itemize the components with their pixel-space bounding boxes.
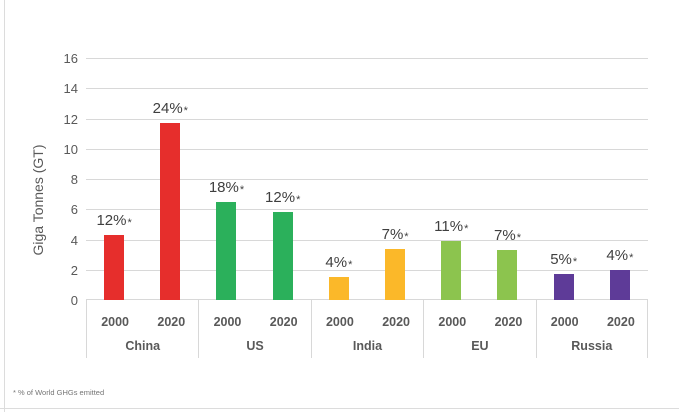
footnote-asterisk: *: [239, 184, 245, 196]
x-axis-group-china: 2000 2020 China: [86, 300, 198, 358]
bar-value-label-china-2000: 12%*: [96, 212, 132, 230]
slide-bottom-edge: [0, 408, 679, 409]
bar-group-eu: 11%* 7%*: [423, 58, 535, 300]
y-tick-label-10: 10: [63, 142, 78, 157]
footnote-asterisk: *: [296, 194, 301, 206]
x-axis-labels: 2000 2020 China 2000 2020 US 2000 2020 India 2000…: [86, 300, 648, 358]
x-axis-group-india: 2000 2020 India: [310, 300, 423, 358]
y-axis-ticks: 0 2 4 6 8 10 12 14 16: [0, 52, 78, 307]
country-label-russia: Russia: [571, 339, 613, 353]
footnote: * % of World GHGs emitted: [13, 388, 105, 397]
gridline-6: [86, 209, 648, 210]
year-label-russia-2020: 2020: [606, 315, 635, 329]
bar-value-label-china-2020: 24%*: [152, 100, 188, 118]
bar-value-label-us-2020: 12%*: [265, 189, 301, 207]
x-axis-group-eu: 2000 2020 EU: [423, 300, 535, 358]
y-tick-label-0: 0: [70, 293, 78, 308]
footnote-asterisk: *: [464, 223, 469, 235]
x-axis-group-russia: 2000 2020 Russia: [535, 300, 648, 358]
gridline-14: [86, 88, 648, 89]
y-tick-label-16: 16: [63, 51, 78, 66]
bar-value-label-russia-2000: 5%*: [550, 251, 578, 269]
year-label-us-2020: 2020: [269, 315, 298, 329]
bar-eu-2020: [497, 250, 518, 300]
gridline-16: [86, 58, 648, 59]
y-tick-label-2: 2: [70, 263, 78, 278]
footnote-asterisk: *: [516, 232, 521, 244]
bar-value-label-russia-2020: 4%*: [606, 247, 634, 265]
plot-area: 12%* 24%* 18%* 12%* 4%* 7%* 11%* 7%* 5%* 4%*: [86, 58, 648, 300]
country-label-eu: EU: [471, 339, 489, 353]
bar-group-india: 4%* 7%*: [311, 58, 423, 300]
y-tick-label-4: 4: [70, 233, 78, 248]
gridline-2: [86, 270, 648, 271]
bar-value-label-eu-2020: 7%*: [494, 227, 521, 245]
bar-value-label-india-2020: 7%*: [381, 226, 409, 244]
country-label-india: India: [352, 339, 383, 353]
year-label-india-2020: 2020: [382, 315, 410, 329]
y-tick-label-6: 6: [70, 202, 78, 217]
bar-value-label-india-2000: 4%*: [325, 254, 353, 272]
y-tick-label-14: 14: [63, 81, 78, 96]
gridline-0: [86, 299, 648, 300]
bar-russia-2000: [553, 274, 574, 300]
bar-group-us: 18%* 12%*: [198, 58, 310, 300]
gridline-8: [86, 179, 648, 180]
gridline-12: [86, 119, 648, 120]
footnote-asterisk: *: [127, 217, 132, 229]
year-label-russia-2000: 2000: [550, 315, 579, 329]
year-label-india-2000: 2000: [325, 315, 354, 329]
bar-eu-2000: [441, 241, 462, 300]
year-label-china-2000: 2000: [101, 315, 129, 329]
gridline-10: [86, 149, 648, 150]
footnote-asterisk: *: [404, 231, 409, 243]
country-label-us: US: [246, 339, 264, 353]
bar-russia-2020: [609, 270, 630, 300]
y-tick-label-12: 12: [63, 112, 78, 127]
year-label-us-2000: 2000: [213, 315, 242, 329]
footnote-asterisk: *: [572, 256, 578, 268]
country-label-china: China: [125, 339, 161, 353]
year-label-eu-2020: 2020: [494, 315, 523, 329]
year-label-china-2020: 2020: [157, 315, 186, 329]
year-label-eu-2000: 2000: [438, 315, 467, 329]
gridline-4: [86, 240, 648, 241]
x-axis-group-us: 2000 2020 US: [198, 300, 310, 358]
y-tick-label-8: 8: [70, 172, 78, 187]
bar-us-2000: [216, 202, 237, 300]
bar-value-label-us-2000: 18%*: [208, 179, 245, 197]
bar-india-2000: [328, 277, 349, 300]
bar-india-2020: [385, 249, 406, 300]
footnote-asterisk: *: [183, 105, 188, 117]
slide-left-edge: [4, 0, 5, 412]
bar-group-russia: 5%* 4%*: [536, 58, 648, 300]
footnote-asterisk: *: [348, 259, 353, 271]
bar-china-2020: [160, 123, 181, 300]
bar-china-2000: [104, 235, 125, 300]
bar-us-2020: [272, 212, 293, 300]
bar-value-label-eu-2000: 11%*: [434, 218, 469, 236]
bar-group-china: 12%* 24%*: [86, 58, 198, 300]
footnote-asterisk: *: [629, 252, 634, 264]
